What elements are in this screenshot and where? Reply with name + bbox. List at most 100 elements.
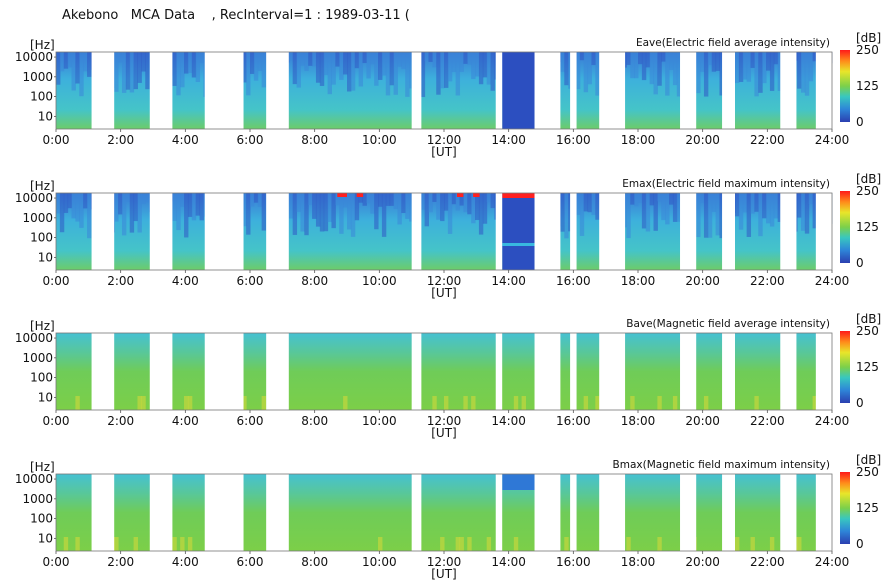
heatmap-texture: [595, 52, 600, 96]
heatmap-texture: [409, 193, 414, 222]
heatmap-texture: [308, 52, 313, 66]
heatmap-texture: [467, 537, 472, 551]
heatmap-texture: [315, 52, 321, 83]
colorbar-tick: 125: [856, 360, 879, 374]
heatmap-texture: [746, 193, 752, 237]
colorbar-label: [dB]: [856, 31, 881, 45]
y-axis-label: [Hz]: [30, 460, 55, 474]
data-gap: [780, 52, 797, 130]
heatmap-texture: [343, 396, 348, 410]
heatmap-texture: [735, 537, 740, 551]
heatmap-texture: [339, 193, 344, 234]
heatmap-texture: [766, 52, 771, 71]
heatmap-peak: [356, 193, 364, 197]
y-tick-label: 1000: [22, 211, 53, 225]
heatmap-texture: [420, 193, 426, 210]
x-tick-label: 12:00: [427, 555, 462, 569]
panel-title: Eave(Electric field average intensity): [636, 37, 830, 49]
heatmap-texture: [87, 52, 92, 77]
heatmap-texture: [750, 537, 755, 551]
data-gap: [534, 474, 561, 552]
heatmap-texture: [370, 193, 375, 214]
heatmap-texture: [63, 193, 69, 213]
x-tick-label: 16:00: [556, 414, 591, 428]
heatmap-block: [502, 193, 535, 270]
panel-2: Emax(Electric field maximum intensity) [H…: [15, 172, 881, 300]
heatmap-texture: [358, 193, 364, 203]
heatmap-peak: [502, 193, 535, 198]
heatmap-texture: [300, 52, 305, 66]
heatmap-texture: [187, 193, 193, 217]
colorbar-label: [dB]: [856, 312, 881, 326]
heatmap-texture: [362, 52, 367, 64]
heatmap-texture: [459, 537, 464, 551]
heatmap-texture: [777, 193, 783, 222]
heatmap-texture: [187, 396, 193, 410]
data-gap: [204, 333, 244, 411]
data-gap: [534, 333, 561, 411]
heatmap-texture: [195, 193, 201, 216]
x-tick-label: 22:00: [750, 414, 785, 428]
heatmap-texture: [672, 52, 678, 86]
heatmap-texture: [440, 537, 445, 551]
heatmap-texture: [808, 52, 814, 82]
heatmap-texture: [191, 52, 197, 78]
x-axis-label: [UT]: [431, 426, 456, 440]
heatmap-texture: [471, 52, 476, 80]
heatmap-texture: [327, 52, 332, 95]
data-gap: [411, 474, 422, 552]
heatmap-texture: [649, 193, 655, 206]
heatmap-texture: [591, 52, 596, 66]
heatmap-texture: [393, 193, 398, 210]
data-gap: [780, 474, 797, 552]
x-tick-label: 6:00: [237, 274, 264, 288]
heatmap-texture: [389, 193, 395, 206]
heatmap-texture: [797, 193, 802, 218]
heatmap-texture: [486, 537, 492, 551]
colorbar-tick: 250: [856, 184, 879, 198]
heatmap-texture: [447, 193, 453, 234]
heatmap-texture: [754, 52, 759, 97]
heatmap-texture: [455, 193, 461, 211]
heatmap-texture: [451, 52, 457, 73]
data-gap: [411, 193, 422, 271]
heatmap-texture: [750, 193, 755, 214]
data-gap: [780, 193, 797, 271]
heatmap-texture: [769, 537, 775, 551]
y-tick-label: 10000: [15, 331, 53, 345]
x-tick-label: 24:00: [815, 133, 850, 147]
data-gap: [570, 474, 577, 552]
colorbar-label: [dB]: [856, 172, 881, 186]
heatmap-texture: [246, 52, 251, 96]
x-tick-label: 24:00: [815, 555, 850, 569]
heatmap-texture: [242, 396, 247, 410]
heatmap-texture: [118, 193, 123, 215]
heatmap-texture: [250, 52, 255, 74]
x-tick-label: 16:00: [556, 555, 591, 569]
heatmap-texture: [129, 193, 135, 233]
y-tick-label: 10: [38, 390, 53, 404]
heatmap-texture: [180, 52, 185, 88]
heatmap-texture: [145, 193, 150, 203]
heatmap-texture: [766, 193, 771, 224]
heatmap-texture: [261, 52, 267, 88]
heatmap-texture: [366, 193, 371, 204]
heatmap-peak: [456, 193, 464, 197]
heatmap-texture: [735, 52, 740, 83]
heatmap-texture: [312, 52, 317, 67]
heatmap-texture: [436, 52, 441, 95]
heatmap-texture: [184, 193, 189, 238]
heatmap-texture: [374, 52, 379, 86]
heatmap-texture: [638, 52, 643, 65]
heatmap-texture: [676, 52, 682, 97]
heatmap-texture: [575, 52, 581, 90]
heatmap-texture: [250, 193, 255, 207]
x-tick-label: 14:00: [491, 555, 526, 569]
heatmap-texture: [63, 52, 69, 69]
heatmap-texture: [626, 193, 631, 239]
heatmap-texture: [475, 193, 480, 221]
data-gap: [495, 52, 503, 130]
heatmap-texture: [758, 52, 763, 93]
data-gap: [680, 474, 697, 552]
heatmap-texture: [401, 193, 406, 214]
